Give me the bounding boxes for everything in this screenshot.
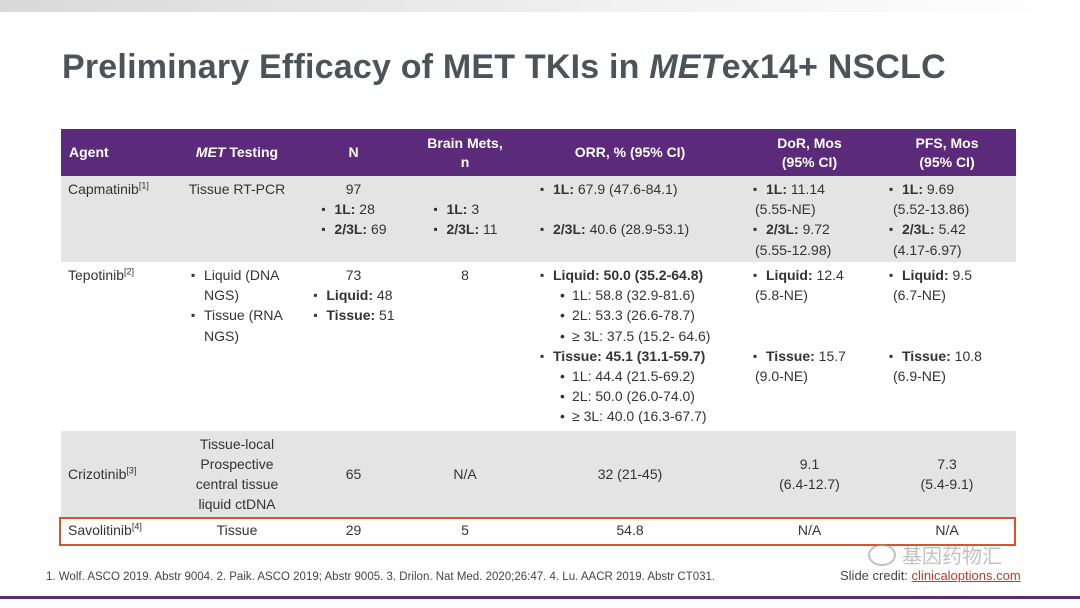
testing-cell: Liquid (DNA NGS) Tissue (RNA NGS) bbox=[178, 262, 296, 431]
savolitinib-highlight-box bbox=[59, 517, 1016, 546]
table-row-capmatinib: Capmatinib[1] Tissue RT-PCR 97 1L: 28 2/… bbox=[61, 176, 1016, 262]
bottom-accent-line bbox=[0, 596, 1080, 599]
header-agent: Agent bbox=[69, 144, 109, 160]
header-n: N bbox=[348, 144, 359, 160]
header-orr: ORR, % (95% CI) bbox=[574, 144, 686, 160]
header-brain-mets: Brain Mets, n bbox=[427, 134, 503, 170]
pfs-cell: Liquid: 9.5 (6.7-NE) Tissue: 10.8 (6.9-N… bbox=[878, 262, 1016, 431]
agent-cell: Tepotinib[2] bbox=[68, 266, 135, 283]
n-cell: 73 Liquid: 48 Tissue: 51 bbox=[296, 262, 411, 431]
credit-link[interactable]: clinicaloptions.com bbox=[911, 568, 1021, 583]
brain-mets-cell: 1L: 3 2/3L: 11 bbox=[411, 176, 519, 262]
header-met-testing: MET Testing bbox=[195, 144, 279, 160]
table-header-row: Agent MET Testing N Brain Mets, n ORR, % … bbox=[61, 129, 1016, 176]
n-cell: 65 bbox=[345, 465, 362, 482]
pfs-cell: 7.3 (5.4-9.1) bbox=[920, 455, 974, 492]
agent-cell: Crizotinib[3] bbox=[68, 465, 137, 482]
header-pfs: PFS, Mos (95% CI) bbox=[915, 134, 979, 170]
agent-cell: Capmatinib[1] bbox=[68, 180, 149, 197]
testing-cell: Tissue RT-PCR bbox=[188, 181, 286, 197]
references-footnote: 1. Wolf. ASCO 2019. Abstr 9004. 2. Paik.… bbox=[46, 571, 716, 583]
watermark: 基因药物汇 bbox=[868, 540, 1002, 569]
orr-cell: Liquid: 50.0 (35.2-64.8) 1L: 58.8 (32.9-… bbox=[519, 262, 741, 431]
table-row-crizotinib: Crizotinib[3] Tissue-local Prospective c… bbox=[61, 431, 1016, 517]
dor-cell: Liquid: 12.4 (5.8-NE) Tissue: 15.7 (9.0-… bbox=[741, 262, 878, 431]
orr-cell: 54.8 bbox=[616, 522, 644, 538]
table-row-savolitinib: Savolitinib[4] Tissue 29 5 54.8 N/A N/A bbox=[61, 517, 1016, 543]
n-cell: 29 bbox=[345, 522, 362, 538]
slide-title: Preliminary Efficacy of MET TKIs in METe… bbox=[62, 48, 946, 86]
header-dor: DoR, Mos (95% CI) bbox=[777, 134, 842, 170]
testing-cell: Tissue bbox=[216, 522, 258, 538]
pfs-cell: 1L: 9.69 (5.52-13.86) 2/3L: 5.42 (4.17-6… bbox=[878, 176, 1016, 262]
pfs-cell: N/A bbox=[935, 522, 959, 538]
wechat-icon bbox=[868, 543, 896, 566]
brain-mets-cell: 8 bbox=[461, 267, 469, 283]
slide-credit: Slide credit: clinicaloptions.com bbox=[840, 568, 1021, 583]
testing-cell: Tissue-local Prospective central tissue … bbox=[195, 435, 279, 513]
dor-cell: 9.1 (6.4-12.7) bbox=[779, 455, 840, 492]
n-cell: 97 1L: 28 2/3L: 69 bbox=[296, 176, 411, 262]
dor-cell: 1L: 11.14 (5.55-NE) 2/3L: 9.72 (5.55-12.… bbox=[741, 176, 878, 262]
brain-mets-cell: 5 bbox=[461, 522, 469, 538]
orr-cell: 1L: 67.9 (47.6-84.1) 2/3L: 40.6 (28.9-53… bbox=[519, 176, 741, 262]
efficacy-table: Agent MET Testing N Brain Mets, n ORR, % … bbox=[61, 129, 1016, 543]
dor-cell: N/A bbox=[797, 522, 822, 538]
orr-cell: 32 (21-45) bbox=[597, 465, 663, 482]
table-row-tepotinib: Tepotinib[2] Liquid (DNA NGS) Tissue (RN… bbox=[61, 262, 1016, 431]
agent-cell: Savolitinib[4] bbox=[68, 521, 142, 538]
top-gradient-bar bbox=[0, 0, 1080, 12]
brain-mets-cell: N/A bbox=[453, 465, 477, 482]
